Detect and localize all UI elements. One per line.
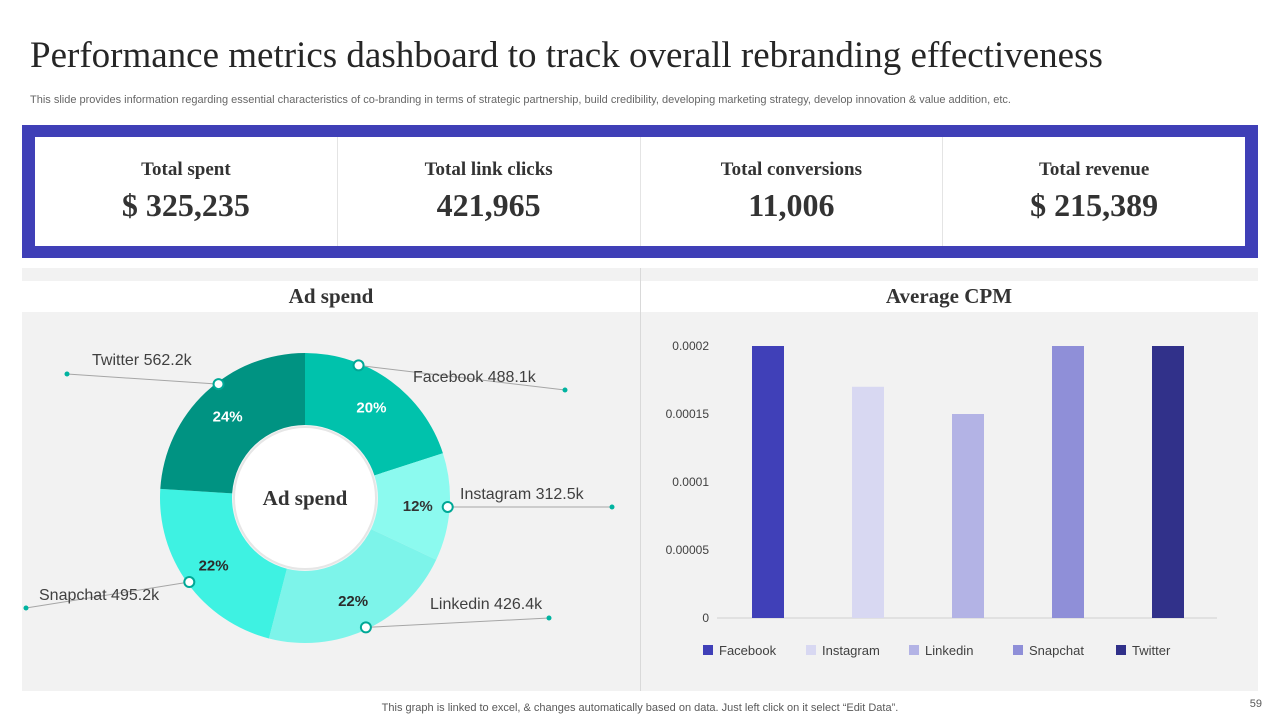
donut-percent-label: 22% — [338, 593, 368, 610]
y-tick-label: 0.0002 — [672, 339, 709, 353]
callout-line-facebook — [358, 364, 566, 391]
y-tick-label: 0.0001 — [672, 475, 709, 489]
donut-slice-twitter[interactable] — [160, 353, 305, 494]
callout-marker-linkedin — [359, 621, 372, 634]
callout-end-dot — [64, 371, 70, 377]
legend-label-twitter: Twitter — [1132, 643, 1171, 658]
callout-line-linkedin — [365, 617, 550, 628]
average-cpm-title: Average CPM — [885, 284, 1013, 308]
callout-end-dot — [546, 615, 552, 621]
donut-percent-label: 24% — [213, 409, 243, 426]
y-tick-label: 0.00005 — [666, 543, 710, 557]
donut-center-label: Ad spend — [263, 486, 348, 510]
donut-center — [233, 426, 377, 570]
donut-slice-linkedin[interactable] — [268, 529, 437, 643]
callout-end-dot — [23, 605, 29, 611]
callout-marker-snapchat — [183, 576, 196, 589]
callout-label-instagram: Instagram 312.5k — [460, 486, 585, 503]
kpi-total-conversions: Total conversions 11,006 — [641, 137, 944, 246]
callout-label-snapchat: Snapchat 495.2k — [39, 587, 160, 604]
kpi-total-revenue: Total revenue $ 215,389 — [943, 137, 1245, 246]
callout-marker-twitter — [212, 378, 225, 391]
y-tick-label: 0 — [702, 611, 709, 625]
bar-instagram[interactable] — [852, 386, 884, 618]
donut-slice-instagram[interactable] — [371, 453, 450, 560]
kpi-label: Total link clicks — [424, 159, 553, 180]
average-cpm-panel: 0 0.00005 0.0001 0.00015 0.0002 Facebook Insta… — [641, 312, 1258, 691]
callout-end-dot — [609, 504, 615, 510]
kpi-frame: Total spent $ 325,235 Total link clicks … — [22, 125, 1258, 258]
legend-swatch-snapchat — [1013, 645, 1023, 655]
callout-marker-instagram — [441, 500, 454, 513]
kpi-value: $ 325,235 — [121, 187, 250, 223]
legend-swatch-linkedin — [909, 645, 919, 655]
bar-facebook[interactable] — [752, 346, 784, 618]
kpi-row: Total spent $ 325,235 Total link clicks … — [35, 137, 1245, 246]
callout-label-facebook: Facebook 488.1k — [413, 369, 537, 386]
callout-label-linkedin: Linkedin 426.4k — [430, 596, 543, 613]
donut-percent-label: 12% — [403, 498, 433, 515]
bar-twitter[interactable] — [1152, 346, 1184, 618]
kpi-label: Total spent — [141, 159, 231, 180]
callout-line-twitter — [66, 373, 219, 385]
callout-marker-facebook — [352, 359, 365, 372]
kpi-total-link-clicks: Total link clicks 421,965 — [338, 137, 641, 246]
kpi-label: Total revenue — [1038, 159, 1150, 180]
slide-subtitle: This slide provides information regardin… — [30, 94, 1011, 106]
donut-slice-snapchat[interactable] — [159, 488, 287, 639]
page-number: 59 — [1249, 698, 1262, 710]
bar-linkedin[interactable] — [952, 414, 984, 618]
callout-line-snapchat — [25, 581, 190, 609]
legend-swatch-facebook — [703, 645, 713, 655]
footer-note: This graph is linked to excel, & changes… — [381, 702, 899, 714]
ad-spend-panel: 20% Facebook 488.1k 12% Instagram 312.5k 22%… — [22, 312, 640, 691]
kpi-label: Total conversions — [720, 159, 863, 180]
panel-divider — [640, 268, 641, 691]
donut-percent-label: 22% — [199, 557, 229, 574]
y-tick-label: 0.00015 — [666, 407, 710, 421]
ad-spend-donut-chart[interactable]: 20% Facebook 488.1k 12% Instagram 312.5k 22%… — [22, 312, 640, 691]
callout-label-twitter: Twitter 562.2k — [92, 352, 193, 369]
slide-title: Performance metrics dashboard to track o… — [30, 35, 1103, 76]
kpi-value: 421,965 — [436, 187, 541, 223]
bar-snapchat[interactable] — [1052, 346, 1084, 618]
donut-percent-label: 20% — [356, 400, 386, 417]
kpi-total-spent: Total spent $ 325,235 — [35, 137, 338, 246]
legend-label-linkedin: Linkedin — [925, 643, 973, 658]
kpi-value: $ 215,389 — [1030, 187, 1159, 223]
callout-end-dot — [562, 387, 568, 393]
legend-label-facebook: Facebook — [719, 643, 777, 658]
legend-label-snapchat: Snapchat — [1029, 643, 1084, 658]
ad-spend-title: Ad spend — [288, 284, 374, 308]
legend-swatch-twitter — [1116, 645, 1126, 655]
average-cpm-bar-chart[interactable]: 0 0.00005 0.0001 0.00015 0.0002 Facebook Insta… — [641, 312, 1258, 691]
donut-slice-facebook[interactable] — [305, 353, 443, 476]
legend-label-instagram: Instagram — [822, 643, 880, 658]
legend-swatch-instagram — [806, 645, 816, 655]
kpi-value: 11,006 — [748, 187, 835, 223]
